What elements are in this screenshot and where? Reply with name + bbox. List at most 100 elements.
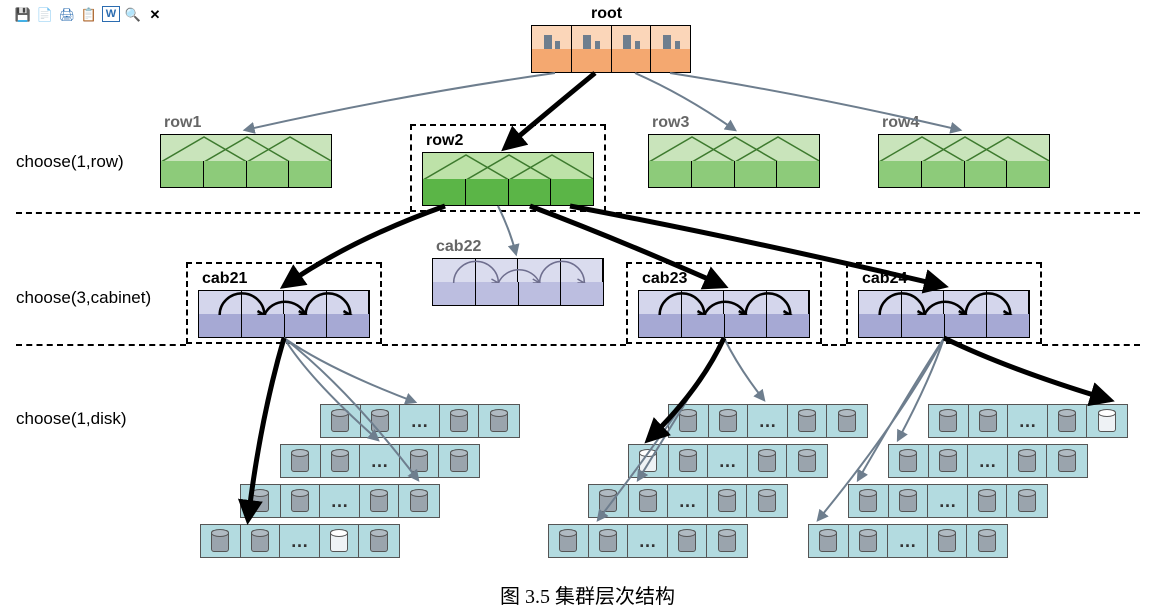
disk-cylinder-icon <box>978 490 996 512</box>
disk-cylinder-icon <box>559 530 577 552</box>
level-label: choose(1,disk) <box>16 409 127 429</box>
disk-cylinder-icon <box>291 490 309 512</box>
disk-node: … <box>548 524 748 558</box>
level-separator <box>606 212 1140 214</box>
figure-caption: 图 3.5 集群层次结构 <box>500 580 675 609</box>
disk-cylinder-icon <box>450 410 468 432</box>
row-label: row4 <box>882 114 919 132</box>
ellipsis: … <box>639 531 657 552</box>
disk-cylinder-icon <box>410 450 428 472</box>
row-label: row3 <box>652 114 689 132</box>
ellipsis: … <box>291 531 309 552</box>
cabinet-label: cab24 <box>862 270 907 288</box>
disk-node: … <box>848 484 1048 518</box>
disk-cylinder-icon <box>1058 450 1076 472</box>
row-node <box>648 134 820 188</box>
disk-cylinder-icon <box>939 410 957 432</box>
disk-cylinder-icon <box>718 490 736 512</box>
level-separator <box>16 212 410 214</box>
ellipsis: … <box>899 531 917 552</box>
disk-node: … <box>240 484 440 518</box>
root-node <box>531 25 691 73</box>
row-label: row2 <box>426 132 463 150</box>
ellipsis: … <box>979 451 997 472</box>
ellipsis: … <box>411 411 429 432</box>
disk-cylinder-icon <box>370 530 388 552</box>
disk-cylinder-icon <box>291 450 309 472</box>
disk-node: … <box>668 404 868 438</box>
cabinet-node <box>638 290 810 338</box>
disk-cylinder-icon <box>798 410 816 432</box>
disk-cylinder-icon <box>1018 490 1036 512</box>
disk-cylinder-icon <box>490 410 508 432</box>
disk-cylinder-icon <box>758 490 776 512</box>
disk-cylinder-icon <box>838 410 856 432</box>
disk-cylinder-icon <box>599 530 617 552</box>
disk-node: … <box>588 484 788 518</box>
cabinet-node <box>858 290 1030 338</box>
ellipsis: … <box>1019 411 1037 432</box>
disk-cylinder-icon <box>819 530 837 552</box>
disk-node: … <box>808 524 1008 558</box>
disk-cylinder-icon <box>899 450 917 472</box>
disk-cylinder-icon <box>371 410 389 432</box>
disk-cylinder-icon <box>719 410 737 432</box>
disk-cylinder-icon <box>679 410 697 432</box>
cabinet-node <box>198 290 370 338</box>
disk-cylinder-icon <box>331 410 349 432</box>
disk-cylinder-icon <box>798 450 816 472</box>
disk-cylinder-icon <box>978 530 996 552</box>
root-label: root <box>591 5 622 23</box>
row-node <box>422 152 594 206</box>
cluster-hierarchy-diagram: choose(1,row) choose(3,cabinet) choose(1,d… <box>0 0 1156 615</box>
disk-cylinder-icon <box>331 450 349 472</box>
disk-cylinder-icon <box>1058 410 1076 432</box>
row-node <box>878 134 1050 188</box>
disk-cylinder-icon <box>639 450 657 472</box>
row-node <box>160 134 332 188</box>
level-separator <box>822 344 846 346</box>
disk-cylinder-icon <box>1098 410 1116 432</box>
disk-cylinder-icon <box>370 490 388 512</box>
disk-cylinder-icon <box>251 490 269 512</box>
cabinet-label: cab22 <box>436 238 481 256</box>
disk-cylinder-icon <box>639 490 657 512</box>
disk-cylinder-icon <box>410 490 428 512</box>
ellipsis: … <box>331 491 349 512</box>
cabinet-label: cab23 <box>642 270 687 288</box>
disk-cylinder-icon <box>599 490 617 512</box>
ellipsis: … <box>719 451 737 472</box>
level-separator <box>16 344 186 346</box>
level-label: choose(3,cabinet) <box>16 288 151 308</box>
ellipsis: … <box>371 451 389 472</box>
disk-cylinder-icon <box>758 450 776 472</box>
disk-cylinder-icon <box>899 490 917 512</box>
ellipsis: … <box>939 491 957 512</box>
level-separator <box>382 344 626 346</box>
disk-cylinder-icon <box>1018 450 1036 472</box>
disk-cylinder-icon <box>859 490 877 512</box>
disk-cylinder-icon <box>450 450 468 472</box>
ellipsis: … <box>679 491 697 512</box>
disk-node: … <box>928 404 1128 438</box>
disk-node: … <box>280 444 480 478</box>
disk-cylinder-icon <box>211 530 229 552</box>
level-label: choose(1,row) <box>16 152 124 172</box>
disk-cylinder-icon <box>678 530 696 552</box>
cabinet-node <box>432 258 604 306</box>
level-separator <box>1042 344 1140 346</box>
cabinet-label: cab21 <box>202 270 247 288</box>
ellipsis: … <box>759 411 777 432</box>
disk-node: … <box>628 444 828 478</box>
disk-cylinder-icon <box>718 530 736 552</box>
disk-cylinder-icon <box>330 530 348 552</box>
disk-node: … <box>320 404 520 438</box>
disk-cylinder-icon <box>979 410 997 432</box>
row-label: row1 <box>164 114 201 132</box>
disk-cylinder-icon <box>859 530 877 552</box>
disk-node: … <box>888 444 1088 478</box>
disk-node: … <box>200 524 400 558</box>
disk-cylinder-icon <box>679 450 697 472</box>
disk-cylinder-icon <box>938 530 956 552</box>
disk-cylinder-icon <box>939 450 957 472</box>
